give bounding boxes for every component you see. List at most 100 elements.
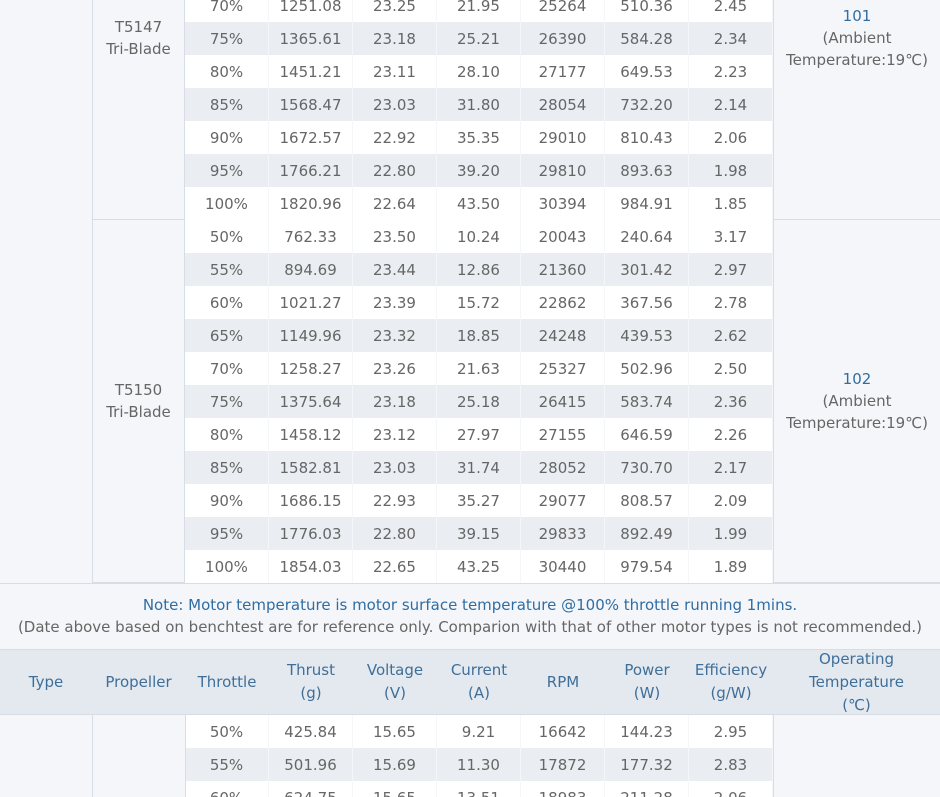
cell: 20043 [521,220,605,253]
cell: 1.99 [689,517,773,550]
text-line: Tri-Blade [106,40,171,58]
row-bg [185,253,773,286]
text-line: 23.39 [373,293,416,312]
text-line: Throttle [197,672,257,691]
text-line: 367.56 [620,293,673,312]
cell: 649.53 [605,55,689,88]
text-line: Current [450,661,508,679]
text-line: 35.27 [457,491,500,510]
text-line: 23.03 [373,458,416,477]
cell: 23.32 [353,319,437,352]
cell: 501.96 [269,748,353,781]
row-bg [185,22,773,55]
text-line: 100% [205,557,248,576]
cell: 90% [185,121,269,154]
text-line: 1251.08 [279,0,342,15]
text-line: 1.85 [713,194,748,213]
header-cell: Efficiency (g/W) [689,649,773,715]
cell: 1568.47 [269,88,353,121]
text-line: 1854.03 [279,557,342,576]
cell: 28052 [521,451,605,484]
text-line: 10.24 [457,227,500,246]
text-line: 13.51 [457,787,500,797]
row-bg [185,418,773,451]
text-line: 2.26 [713,425,748,444]
text-line: 2.95 [713,722,748,741]
text-line: (g/W) [710,684,752,702]
cell: 2.50 [689,352,773,385]
text-line: 60% [209,293,244,312]
cell: 1672.57 [269,121,353,154]
cell: 11.30 [437,748,521,781]
cell: 15.65 [353,781,437,797]
cell: 26390 [521,22,605,55]
cell: 979.54 [605,550,689,583]
cell: 60% [185,781,269,797]
cell: 22.93 [353,484,437,517]
cell: 13.51 [437,781,521,797]
text-line: 25264 [538,0,587,15]
row-bg [185,385,773,418]
cell: 35.35 [437,121,521,154]
temperature-value: 102 [842,370,872,388]
text-line: 301.42 [620,260,673,279]
text-line: 730.70 [620,458,673,477]
note-line: (Date above based on benchtest are for r… [0,616,940,638]
text-line: 29810 [538,161,587,180]
text-line: 23.25 [373,0,416,15]
text-line: 893.63 [620,161,673,180]
propeller-cell: T5150 Tri-Blade [92,220,185,583]
text-line: 1021.27 [279,293,342,312]
text-line: 21.63 [457,359,500,378]
text-line: T5150 [114,381,163,399]
cell: 28054 [521,88,605,121]
text-line: 43.25 [457,557,500,576]
row-bg [185,748,773,781]
cell: 55% [185,748,269,781]
cell: 50% [185,220,269,253]
cell: 2.06 [689,781,773,797]
text-line: (g) [300,684,322,702]
text-line: 22.80 [373,161,416,180]
cell: 27.97 [437,418,521,451]
text-line: 22.92 [373,128,416,147]
text-line: 18.85 [457,326,500,345]
row-bg [185,187,773,220]
cell: 1149.96 [269,319,353,352]
cell: 439.53 [605,319,689,352]
cell: 100% [185,187,269,220]
text-line: 39.15 [457,524,500,543]
cell: 1582.81 [269,451,353,484]
text-line: 43.50 [457,194,500,213]
text-line: 732.20 [620,95,673,114]
cell: 2.83 [689,748,773,781]
text-line: 30440 [538,557,587,576]
cell: 50% [185,715,269,748]
text-line: 1820.96 [279,194,342,213]
cell: 1375.64 [269,385,353,418]
cell: 9.21 [437,715,521,748]
cell: 75% [185,22,269,55]
text-line: 984.91 [620,194,673,213]
cell: 1451.21 [269,55,353,88]
cell: 100% [185,550,269,583]
text-line: 85% [209,458,244,477]
header-bg [0,649,940,715]
text-line: 583.74 [620,392,673,411]
text-line: RPM [546,672,580,691]
cell: 25327 [521,352,605,385]
cell: 23.18 [353,385,437,418]
text-line: 1458.12 [279,425,342,444]
text-line: 16642 [538,722,587,741]
cell: 1776.03 [269,517,353,550]
text-line: 2.45 [713,0,748,15]
cell: 22.65 [353,550,437,583]
text-line: 27.97 [457,425,500,444]
text-line: Propeller [105,672,172,691]
cell: 1.89 [689,550,773,583]
text-line: 1672.57 [279,128,342,147]
header-cell: Type [0,649,92,715]
cell: 2.62 [689,319,773,352]
cell: 39.20 [437,154,521,187]
text-line: 25.21 [457,29,500,48]
